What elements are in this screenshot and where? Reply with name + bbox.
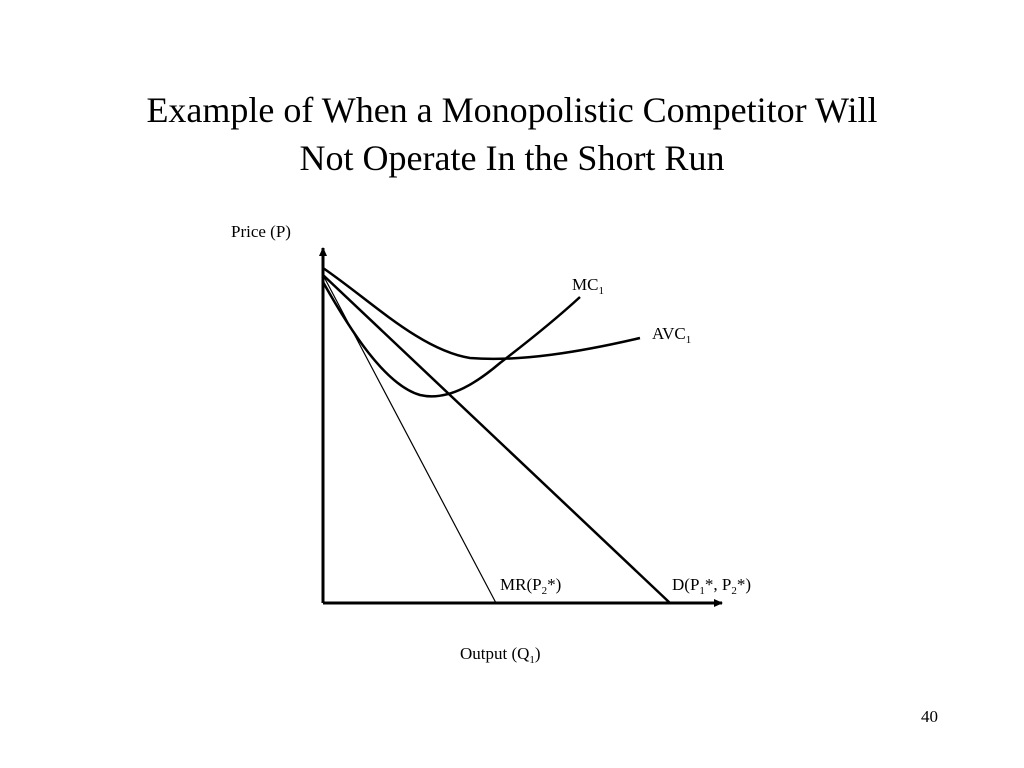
avc-label: AVC1 — [652, 324, 691, 346]
mr-label-sub: 2 — [542, 585, 548, 597]
demand-label-tail: *) — [737, 575, 751, 594]
x-axis-label-sub: 1 — [529, 654, 535, 666]
mc-label-base: MC — [572, 275, 598, 294]
mc-label: MC1 — [572, 275, 604, 297]
demand-curve — [322, 274, 671, 604]
avc-label-sub: 1 — [686, 334, 692, 346]
y-axis-label: Price (P) — [231, 222, 291, 241]
mc-label-sub: 1 — [598, 285, 604, 297]
demand-label-base: D(P — [672, 575, 699, 594]
marginal-cost-curve — [321, 281, 581, 398]
slide-title: Example of When a Monopolistic Competito… — [0, 86, 1024, 182]
mr-label: MR(P2*) — [500, 575, 561, 597]
x-axis-label-tail: ) — [535, 644, 541, 663]
mr-label-base: MR(P — [500, 575, 542, 594]
average-variable-cost-curve — [322, 266, 641, 361]
slide-number: 40 — [921, 707, 938, 726]
demand-label-sub2: 2 — [731, 585, 737, 597]
title-line-1: Example of When a Monopolistic Competito… — [146, 90, 878, 130]
demand-label: D(P1*, P2*) — [672, 575, 751, 597]
x-axis-label: Output (Q1) — [460, 644, 541, 666]
x-axis-label-base: Output (Q — [460, 644, 529, 663]
demand-label-sub1: 1 — [699, 585, 705, 597]
avc-label-base: AVC — [652, 324, 686, 343]
title-line-2: Not Operate In the Short Run — [299, 138, 725, 178]
mr-label-tail: *) — [547, 575, 561, 594]
demand-label-mid: *, P — [705, 575, 731, 594]
